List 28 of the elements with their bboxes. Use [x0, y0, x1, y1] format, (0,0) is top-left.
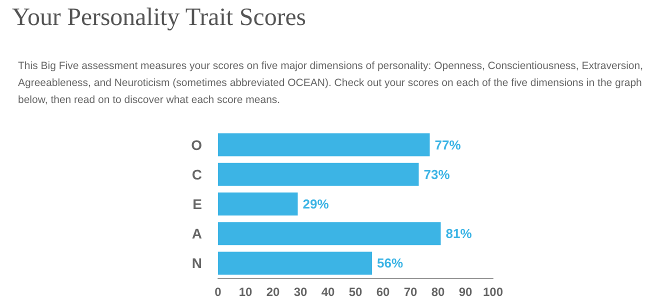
- x-tick-label: 0: [214, 285, 222, 299]
- data-label: 29%: [302, 196, 330, 212]
- data-label: 56%: [377, 256, 404, 271]
- y-tick-label: O: [191, 136, 202, 153]
- x-tick-label: 60: [376, 285, 390, 299]
- bar: [218, 192, 298, 216]
- bar: [218, 252, 372, 275]
- chart-title: Your Personality Trait Scores: [12, 4, 306, 32]
- y-tick-label: A: [192, 226, 202, 242]
- data-label: 73%: [424, 166, 450, 182]
- x-tick-label: 70: [404, 285, 418, 299]
- y-tick-label: C: [192, 166, 202, 182]
- x-tick-label: 30: [294, 285, 308, 299]
- x-tick-label: 10: [238, 285, 252, 299]
- x-tick-label: 90: [458, 285, 472, 299]
- x-tick-label: 80: [431, 285, 445, 299]
- y-tick-label: E: [192, 196, 202, 212]
- y-tick-label: N: [192, 255, 202, 272]
- x-tick-label: 40: [321, 285, 335, 299]
- bar: [218, 222, 441, 246]
- x-tick-label: 100: [482, 285, 504, 299]
- bar: [218, 162, 419, 186]
- data-label: 81%: [446, 226, 472, 242]
- x-tick-label: 50: [348, 285, 362, 299]
- x-tick-label: 20: [266, 285, 280, 299]
- data-label: 77%: [434, 137, 462, 152]
- bar: [218, 133, 430, 156]
- chart-subtitle: This Big Five assessment measures your scores on five major dimensions of personality: Openness, Conscientiousness, Extraversion, Agreeableness, and Neuroticism (sometimes abbreviated OCEAN). Check out your scores on each of the five dimensions in the graph below, then read on to discover what each score means.: [18, 59, 644, 108]
